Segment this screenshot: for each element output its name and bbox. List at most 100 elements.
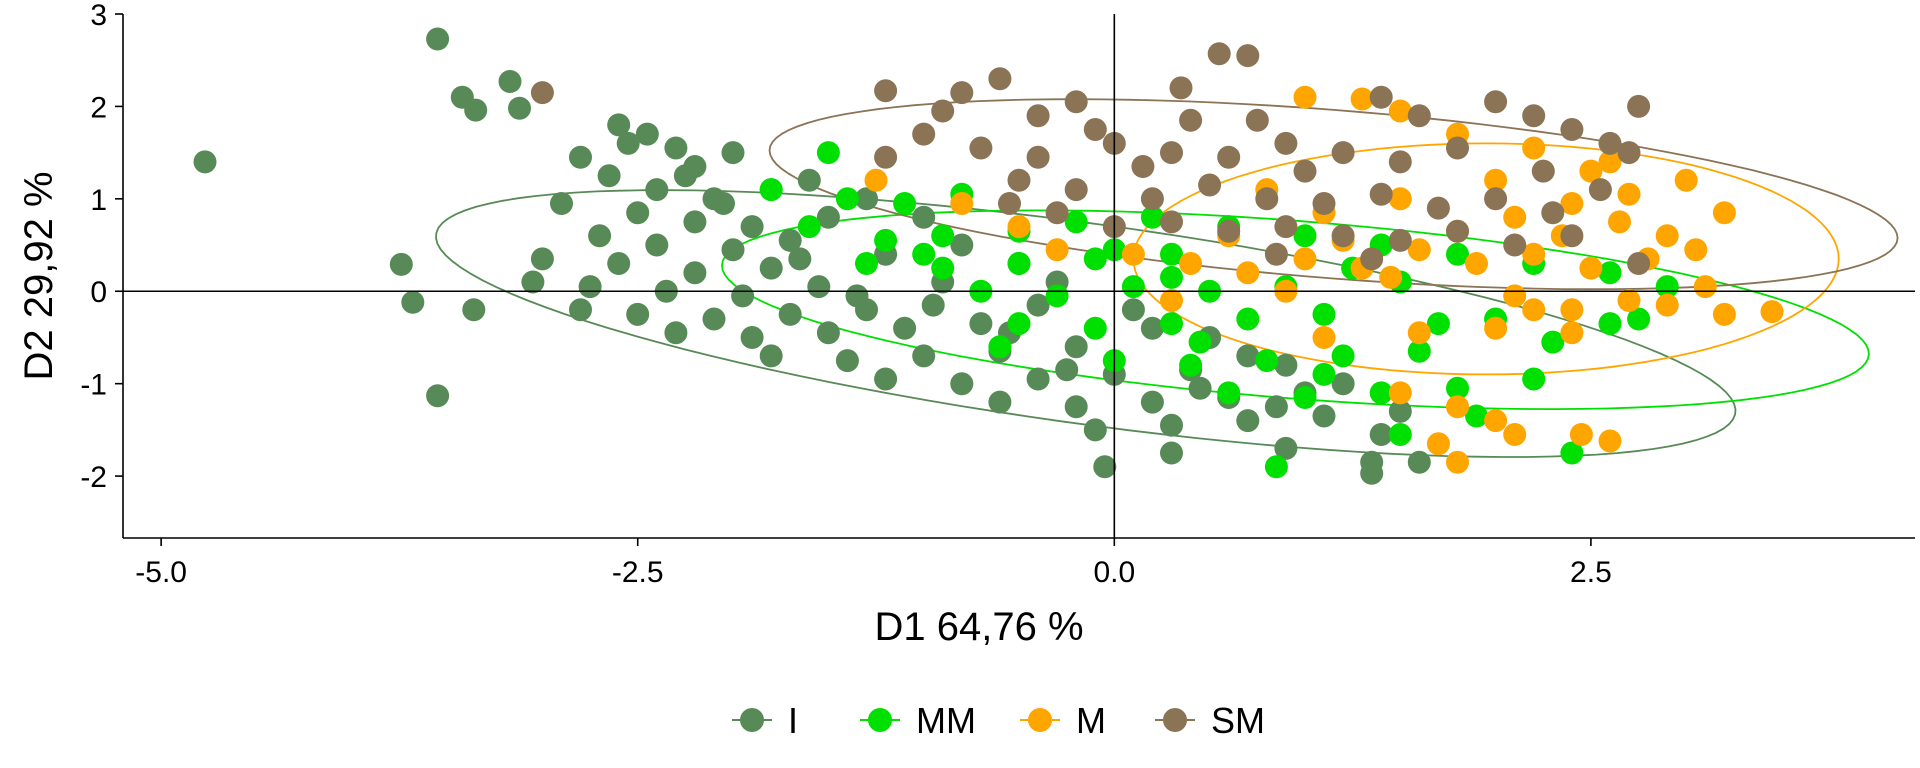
point-m: [1598, 150, 1622, 174]
point-mm: [1465, 404, 1488, 428]
point-sm: [1131, 155, 1155, 178]
point-sm: [1588, 178, 1612, 202]
point-mm: [1598, 261, 1622, 285]
point-sm: [1531, 159, 1555, 183]
point-i: [1264, 395, 1288, 419]
point-mm: [1007, 252, 1031, 275]
point-mm: [931, 224, 955, 248]
point-i: [788, 247, 812, 271]
point-sm: [1026, 104, 1050, 128]
legend-item-m: M: [1020, 700, 1106, 741]
point-i: [530, 247, 554, 271]
point-i: [1236, 409, 1260, 433]
point-mm: [1083, 316, 1107, 340]
point-i: [462, 298, 486, 322]
point-i: [1188, 376, 1212, 400]
y-tick-label: 3: [90, 0, 107, 32]
point-mm: [1369, 381, 1393, 405]
legend-marker: [740, 708, 764, 732]
point-i: [778, 228, 802, 252]
point-m: [1712, 302, 1736, 326]
point-m: [1712, 201, 1736, 225]
point-sm: [1331, 224, 1355, 248]
point-i: [835, 349, 859, 373]
point-m: [1598, 429, 1622, 453]
point-m: [1388, 187, 1412, 211]
point-mm: [1007, 312, 1031, 336]
point-m: [1465, 252, 1488, 275]
point-i: [1369, 423, 1393, 446]
point-mm: [1446, 242, 1469, 266]
point-mm: [874, 228, 898, 252]
legend: I MM M SM: [732, 700, 1265, 741]
point-mm: [1045, 284, 1069, 308]
point-i: [389, 252, 413, 276]
point-i: [1407, 450, 1431, 474]
point-i: [1055, 358, 1079, 382]
point-sm: [1598, 131, 1622, 155]
point-i: [616, 131, 640, 155]
point-i: [921, 293, 945, 317]
point-i: [740, 326, 764, 349]
point-i: [874, 367, 898, 391]
point-mm: [1446, 376, 1469, 400]
axes: -5.0 -2.5 0.0 2.5 -2 -1 0 1 2 3: [80, 0, 1915, 589]
point-sm: [1217, 219, 1241, 243]
point-sm: [874, 79, 898, 103]
point-sm: [1140, 187, 1164, 211]
point-i: [1026, 293, 1050, 317]
point-i: [683, 210, 707, 234]
point-mm: [1331, 344, 1355, 368]
point-i: [1064, 395, 1088, 419]
point-i: [950, 233, 974, 257]
point-sm: [1264, 242, 1288, 266]
point-i: [845, 284, 869, 308]
point-sm: [1160, 141, 1183, 165]
point-m: [1121, 242, 1145, 266]
point-mm: [1522, 367, 1546, 391]
point-sm: [931, 99, 955, 123]
point-i: [569, 145, 592, 169]
point-i: [778, 302, 802, 326]
point-m: [1617, 289, 1641, 312]
point-mm: [1560, 441, 1584, 465]
point-m: [1503, 284, 1527, 308]
point-i: [721, 141, 745, 165]
point-i: [1121, 298, 1145, 322]
point-m: [1503, 423, 1527, 446]
point-sm: [1255, 187, 1279, 211]
point-mm: [1388, 423, 1412, 446]
data-points: [193, 27, 1784, 485]
point-i: [759, 256, 783, 280]
point-m: [1560, 192, 1584, 215]
point-i: [607, 113, 631, 137]
point-i: [1026, 367, 1050, 391]
point-i: [578, 275, 602, 299]
point-sm: [912, 122, 936, 146]
point-m: [1179, 252, 1203, 275]
y-tick-label: -2: [80, 461, 107, 494]
point-sm: [1217, 145, 1241, 169]
point-sm: [1617, 141, 1641, 165]
point-m: [1007, 215, 1031, 239]
legend-label: I: [788, 700, 798, 741]
point-m: [1350, 87, 1374, 111]
point-i: [426, 27, 450, 51]
point-i: [1274, 436, 1298, 460]
point-i: [950, 372, 974, 396]
point-mm: [1188, 330, 1212, 354]
point-i: [498, 70, 522, 93]
point-sm: [1331, 141, 1355, 165]
point-m: [1608, 210, 1631, 234]
point-sm: [950, 81, 974, 105]
point-i: [569, 298, 592, 322]
point-i: [1360, 461, 1384, 485]
point-m: [1522, 242, 1546, 266]
point-mm: [1064, 210, 1088, 234]
point-sm: [1541, 201, 1565, 225]
point-i: [626, 302, 650, 326]
point-m: [1484, 168, 1508, 192]
point-mm: [1312, 362, 1336, 386]
point-m: [1446, 395, 1469, 419]
point-mm: [855, 252, 878, 275]
